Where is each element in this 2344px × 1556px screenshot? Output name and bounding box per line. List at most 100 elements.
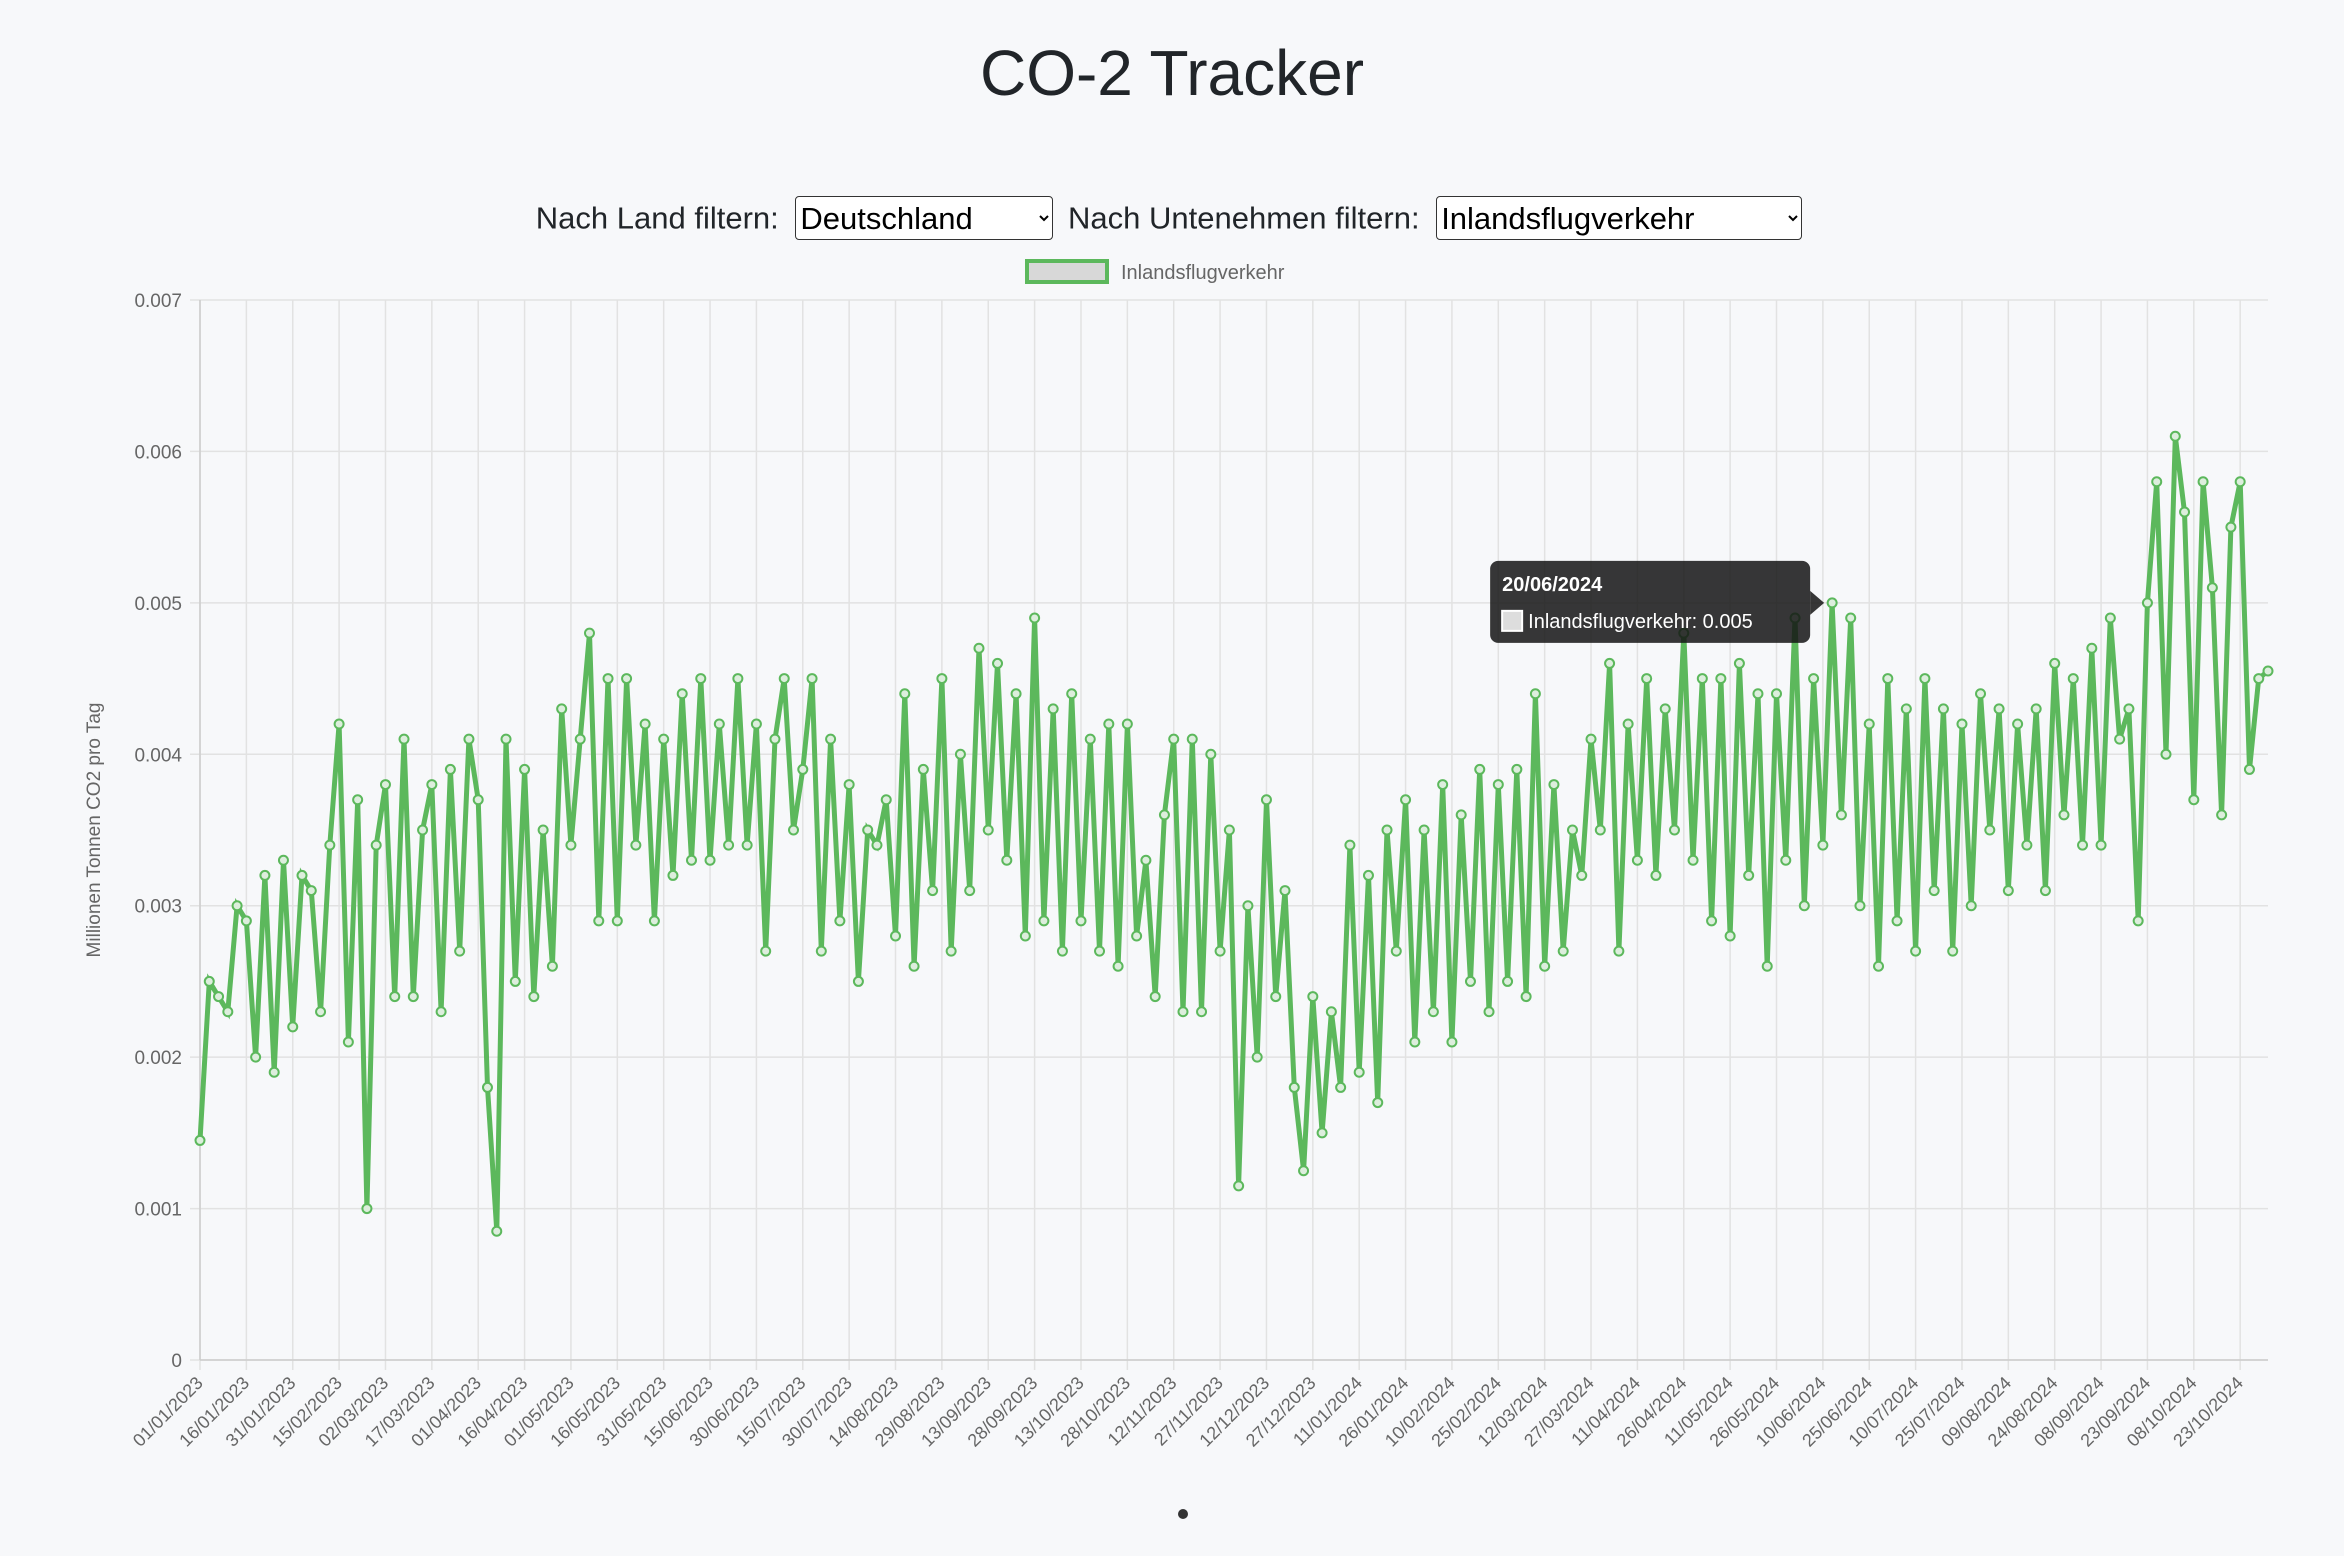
data-point — [1418, 824, 1430, 836]
data-point — [1029, 612, 1041, 624]
data-point — [1910, 945, 1922, 957]
data-point — [648, 915, 660, 927]
data-point — [213, 991, 225, 1003]
data-point — [1205, 748, 1217, 760]
data-point — [1019, 930, 1031, 942]
data-point — [574, 733, 586, 745]
data-point — [203, 975, 215, 987]
data-point — [1715, 673, 1727, 685]
y-tick-label: 0 — [171, 1351, 182, 1372]
data-point — [1066, 688, 1078, 700]
data-point — [2188, 794, 2200, 806]
data-point — [1863, 718, 1875, 730]
data-point — [1353, 1066, 1365, 1078]
data-point — [546, 960, 558, 972]
data-point — [2197, 476, 2209, 488]
y-tick-label: 0.003 — [134, 897, 182, 918]
data-point — [1242, 900, 1254, 912]
data-point — [556, 703, 568, 715]
data-point — [1873, 960, 1885, 972]
data-point — [741, 839, 753, 851]
data-point — [1585, 733, 1597, 745]
tooltip-swatch — [1501, 609, 1524, 632]
filter-label: Nach Land filtern: — [535, 200, 779, 236]
tooltip-box — [1490, 560, 1811, 643]
data-point — [908, 960, 920, 972]
data-point — [1687, 854, 1699, 866]
data-point — [890, 930, 902, 942]
data-point — [1464, 975, 1476, 987]
data-point — [1121, 718, 1133, 730]
page-title: CO-2 Tracker — [979, 37, 1365, 109]
data-point — [491, 1225, 503, 1237]
y-tick-label: 0.005 — [134, 594, 182, 615]
data-point — [1826, 597, 1838, 609]
y-tick-label: 0.004 — [134, 745, 182, 766]
data-point — [565, 839, 577, 851]
data-point — [1696, 673, 1708, 685]
data-point — [2169, 430, 2181, 442]
data-point — [723, 839, 735, 851]
data-point — [1956, 718, 1968, 730]
data-point — [2151, 476, 2163, 488]
data-point — [1743, 869, 1755, 881]
data-point — [1103, 718, 1115, 730]
data-point — [2160, 748, 2172, 760]
data-point — [945, 945, 957, 957]
data-point — [361, 1203, 373, 1215]
company-select[interactable]: Inlandsflugverkehr — [1436, 196, 1803, 240]
data-point — [973, 642, 985, 654]
data-point — [2104, 612, 2116, 624]
data-point — [1780, 854, 1792, 866]
data-point — [982, 824, 994, 836]
data-point — [1557, 945, 1569, 957]
legend-swatch — [1025, 259, 1109, 284]
data-point — [1177, 1006, 1189, 1018]
data-point — [277, 854, 289, 866]
data-point — [1279, 885, 1291, 897]
data-point — [611, 915, 623, 927]
country-select[interactable]: Deutschland — [795, 196, 1054, 240]
data-point — [1529, 688, 1541, 700]
data-point — [417, 824, 429, 836]
data-point — [760, 945, 772, 957]
data-point — [639, 718, 651, 730]
data-point — [1186, 733, 1198, 745]
data-point — [1975, 688, 1987, 700]
data-point — [1993, 703, 2005, 715]
data-point — [1752, 688, 1764, 700]
data-point — [2234, 476, 2246, 488]
data-point — [296, 869, 308, 881]
data-point — [1056, 945, 1068, 957]
data-point — [2243, 763, 2255, 775]
data-point — [463, 733, 475, 745]
data-point — [880, 794, 892, 806]
data-point — [500, 733, 512, 745]
data-point — [2049, 657, 2061, 669]
data-point — [1965, 900, 1977, 912]
data-point — [797, 763, 809, 775]
data-point — [1502, 975, 1514, 987]
data-point — [1984, 824, 1996, 836]
data-point — [2067, 673, 2079, 685]
data-point — [769, 733, 781, 745]
data-point — [444, 763, 456, 775]
data-point — [1010, 688, 1022, 700]
data-point — [1566, 824, 1578, 836]
data-point — [713, 718, 725, 730]
data-point — [472, 794, 484, 806]
data-point — [852, 975, 864, 987]
data-point — [1168, 733, 1180, 745]
data-point — [1214, 945, 1226, 957]
data-point — [2021, 839, 2033, 851]
data-point — [2262, 665, 2274, 677]
data-point — [1437, 779, 1449, 791]
data-point — [1149, 991, 1161, 1003]
tooltip-label: Inlandsflugverkehr: 0.005 — [1528, 611, 1753, 633]
data-point — [481, 1081, 493, 1093]
data-point — [1808, 673, 1820, 685]
data-point — [1483, 1006, 1495, 1018]
data-point — [333, 718, 345, 730]
legend-label: Inlandsflugverkehr — [1121, 262, 1285, 284]
